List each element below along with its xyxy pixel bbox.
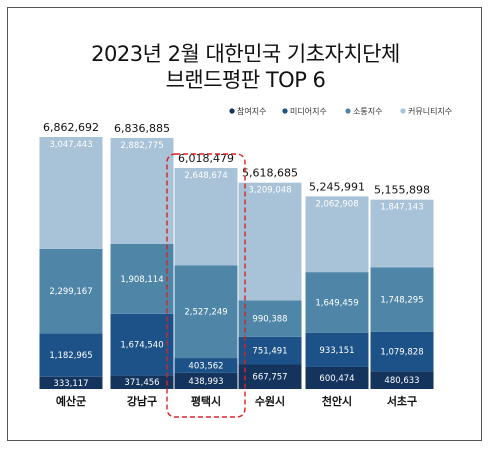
segment-label: 1,908,114 (120, 275, 163, 285)
segment-label: 3,209,048 (248, 186, 291, 196)
bar-segment (174, 167, 238, 266)
category-label: 예산군 (56, 394, 86, 408)
bar-segment (238, 336, 302, 365)
bar-segment (110, 313, 174, 376)
segment-label: 403,562 (188, 361, 223, 371)
bar-segment (110, 137, 174, 244)
total-label: 5,245,991 (309, 180, 365, 193)
segment-label: 990,388 (252, 315, 287, 325)
legend-label-2: 소통지수 (353, 107, 382, 116)
total-label: 5,618,685 (242, 167, 298, 180)
bar-segment (174, 265, 238, 359)
category-label: 평택시 (191, 394, 221, 408)
segment-label: 1,079,828 (380, 348, 423, 358)
bar-segment (305, 332, 369, 367)
chart-title-line1: 2023년 2월 대한민국 기초자치단체 (91, 42, 400, 66)
bar-segment (174, 358, 238, 373)
total-label: 5,155,898 (374, 184, 430, 197)
segment-label: 333,117 (53, 379, 88, 389)
segment-label: 480,633 (384, 376, 419, 386)
legend-label-1: 미디어지수 (290, 106, 327, 116)
category-label: 서초구 (387, 394, 417, 408)
bar-segment (110, 375, 174, 389)
bar-segment (305, 272, 369, 333)
segment-label: 1,649,459 (315, 298, 358, 308)
segment-label: 600,474 (319, 374, 354, 384)
segment-label: 2,882,775 (120, 141, 163, 151)
segment-label: 1,674,540 (120, 341, 163, 351)
bar-segment (110, 243, 174, 314)
segment-label: 371,456 (124, 378, 159, 388)
legend-marker-1 (282, 108, 288, 114)
legend-label-3: 커뮤니티지수 (408, 106, 452, 116)
bar-segment (39, 333, 103, 377)
bar-segment (370, 371, 434, 389)
bar-segment (174, 372, 238, 389)
bar-segment (39, 248, 103, 334)
chart-title-line2: 브랜드평판 TOP 6 (165, 68, 326, 92)
segment-label: 2,527,249 (184, 308, 227, 318)
legend-label-0: 참여지수 (237, 106, 266, 116)
segment-label: 751,491 (252, 347, 287, 357)
bar-segment (39, 376, 103, 389)
total-label: 6,836,885 (114, 122, 170, 135)
bar-segment (238, 182, 302, 301)
segment-label: 2,648,674 (184, 171, 227, 181)
segment-label: 2,062,908 (315, 199, 358, 209)
legend-marker-2 (345, 108, 351, 114)
highlight-box (166, 153, 246, 418)
bar-segment (305, 366, 369, 389)
segment-label: 3,047,443 (49, 140, 92, 150)
category-label: 수원시 (255, 394, 285, 408)
bar-segment (370, 199, 434, 268)
segment-label: 1,847,143 (380, 203, 423, 213)
bar-segment (238, 300, 302, 337)
total-label: 6,018,479 (178, 152, 234, 165)
legend-marker-0 (229, 108, 235, 114)
segment-label: 438,993 (188, 377, 223, 387)
bar-segment (305, 196, 369, 273)
total-label: 6,862,692 (43, 121, 99, 134)
bar-segment (238, 364, 302, 389)
bar-segment (370, 331, 434, 372)
segment-label: 933,151 (319, 346, 354, 356)
category-label: 강남구 (127, 394, 157, 408)
bar-segment (39, 137, 103, 249)
segment-label: 2,299,167 (49, 287, 92, 297)
category-label: 천안시 (322, 394, 352, 408)
segment-label: 667,757 (252, 373, 287, 383)
segment-label: 1,182,965 (49, 351, 92, 361)
segment-label: 1,748,295 (380, 296, 423, 306)
legend-marker-3 (400, 108, 406, 114)
bar-segment (370, 267, 434, 332)
